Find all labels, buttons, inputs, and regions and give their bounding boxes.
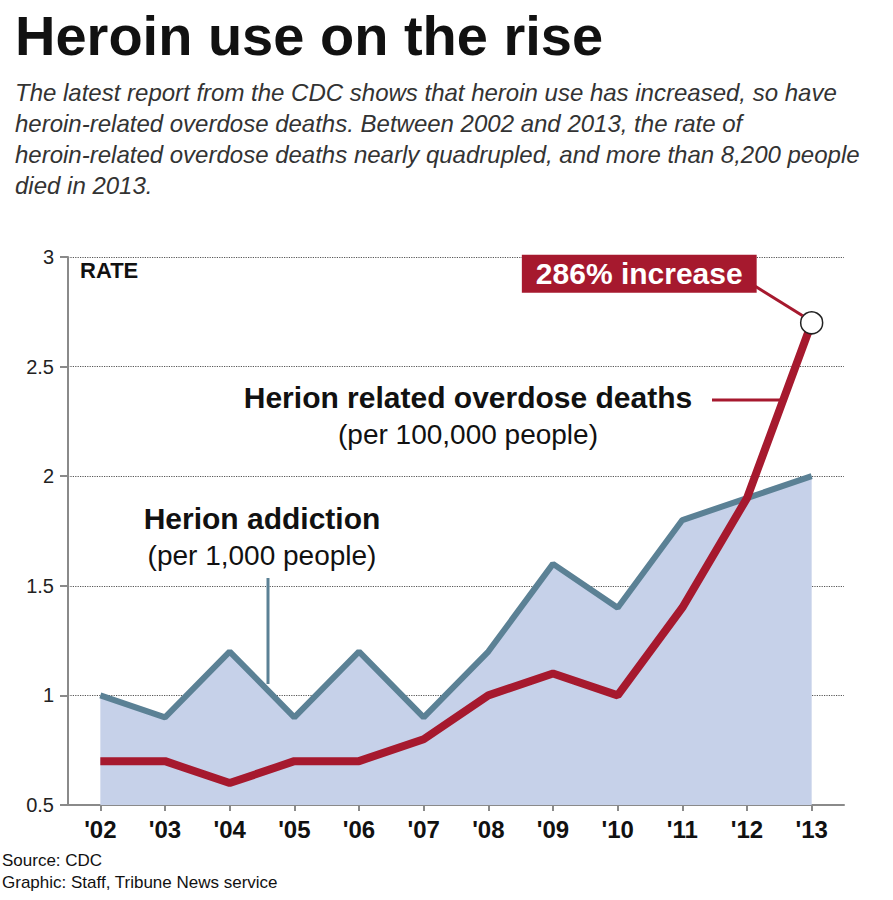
svg-text:Herion addiction: Herion addiction	[144, 502, 381, 535]
svg-text:'05: '05	[278, 816, 310, 843]
svg-text:1.5: 1.5	[26, 575, 54, 597]
svg-text:Source: CDC: Source: CDC	[2, 851, 102, 870]
svg-text:1: 1	[43, 684, 54, 706]
svg-text:'04: '04	[213, 816, 246, 843]
svg-text:0.5: 0.5	[26, 794, 54, 816]
svg-text:RATE: RATE	[80, 258, 138, 283]
svg-text:Herion related overdose deaths: Herion related overdose deaths	[244, 381, 692, 414]
svg-text:2.5: 2.5	[26, 356, 54, 378]
svg-text:heroin-related overdose deaths: heroin-related overdose deaths. Between …	[15, 110, 749, 137]
svg-text:'12: '12	[731, 816, 763, 843]
svg-text:'02: '02	[84, 816, 116, 843]
svg-text:(per 1,000 people): (per 1,000 people)	[148, 540, 377, 571]
svg-text:'07: '07	[407, 816, 439, 843]
svg-text:'08: '08	[472, 816, 504, 843]
svg-text:'06: '06	[343, 816, 375, 843]
svg-text:'09: '09	[537, 816, 569, 843]
svg-text:Heroin use on the rise: Heroin use on the rise	[15, 4, 603, 67]
svg-text:3: 3	[43, 246, 54, 268]
svg-text:'13: '13	[795, 816, 827, 843]
svg-text:'11: '11	[667, 816, 698, 843]
svg-text:'03: '03	[149, 816, 181, 843]
svg-text:heroin-related overdose deaths: heroin-related overdose deaths nearly qu…	[15, 141, 866, 168]
svg-text:The latest report from the CDC: The latest report from the CDC shows tha…	[15, 79, 843, 106]
svg-text:'10: '10	[601, 816, 633, 843]
svg-text:(per 100,000 people): (per 100,000 people)	[338, 419, 598, 450]
svg-text:2: 2	[43, 465, 54, 487]
svg-text:died in 2013.: died in 2013.	[15, 172, 152, 199]
svg-text:286% increase: 286% increase	[536, 257, 743, 290]
svg-text:Graphic: Staff, Tribune News s: Graphic: Staff, Tribune News service	[2, 873, 278, 892]
